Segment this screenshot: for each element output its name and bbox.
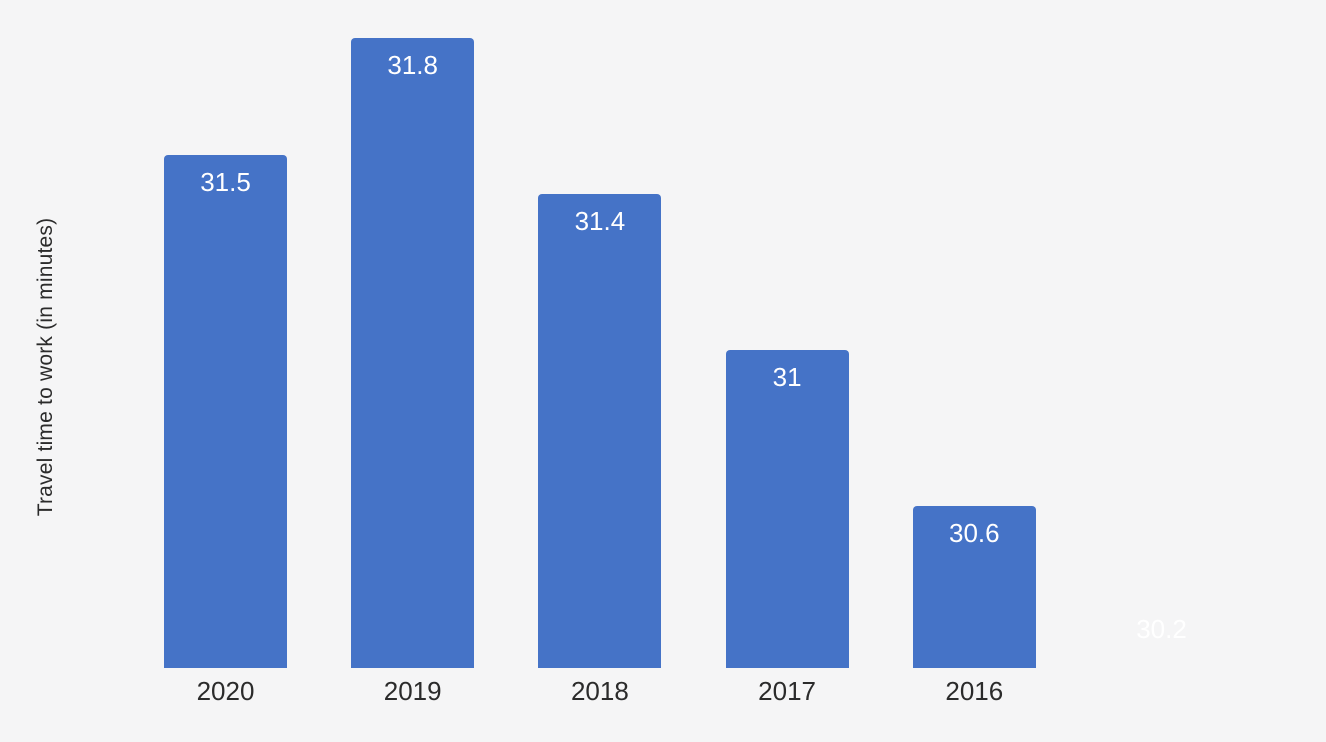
- bar-2016: [912, 506, 1036, 668]
- floating-value-label: 30.2: [1136, 614, 1187, 644]
- bar-value-label: 31.4: [574, 206, 626, 237]
- x-tick-label-2016: 2016: [945, 676, 1004, 706]
- bar-value-label: 31: [772, 362, 802, 393]
- x-tick-label-2019: 2019: [383, 676, 442, 706]
- bar-2020: [164, 155, 287, 668]
- x-tick-label-2018: 2018: [570, 676, 629, 706]
- bar-2019: [351, 38, 475, 668]
- bar-2018: [538, 194, 662, 668]
- bar-value-label: 31.8: [387, 50, 438, 81]
- bar-2017: [725, 350, 849, 668]
- bar-value-label: 30.6: [948, 518, 1000, 549]
- bar-value-label: 31.5: [200, 167, 251, 198]
- x-tick-label-2020: 2020: [196, 676, 255, 706]
- x-tick-label-2017: 2017: [758, 676, 817, 706]
